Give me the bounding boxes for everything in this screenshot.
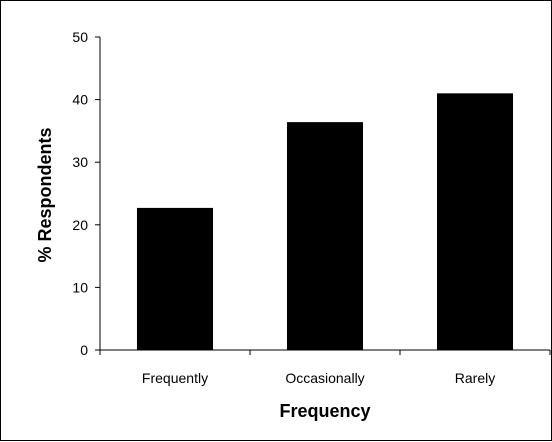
y-tick-label: 40 (72, 92, 88, 108)
x-tick-label: Rarely (455, 370, 495, 386)
y-tick-label: 10 (72, 279, 88, 295)
y-axis-title: % Respondents (35, 127, 55, 262)
plot-marks: 0 10 20 30 40 50 Frequently Occasionally Rarely (72, 29, 551, 386)
y-tick-label: 20 (72, 217, 88, 233)
bar (436, 93, 514, 350)
x-axis-title: Frequency (279, 401, 370, 421)
y-tick-label: 30 (72, 154, 88, 170)
bar (286, 122, 364, 350)
y-tick-label: 50 (72, 29, 88, 45)
y-tick-label: 0 (80, 342, 88, 358)
bar (136, 207, 214, 350)
x-tick-label: Frequently (142, 370, 208, 386)
x-tick-label: Occasionally (285, 370, 364, 386)
